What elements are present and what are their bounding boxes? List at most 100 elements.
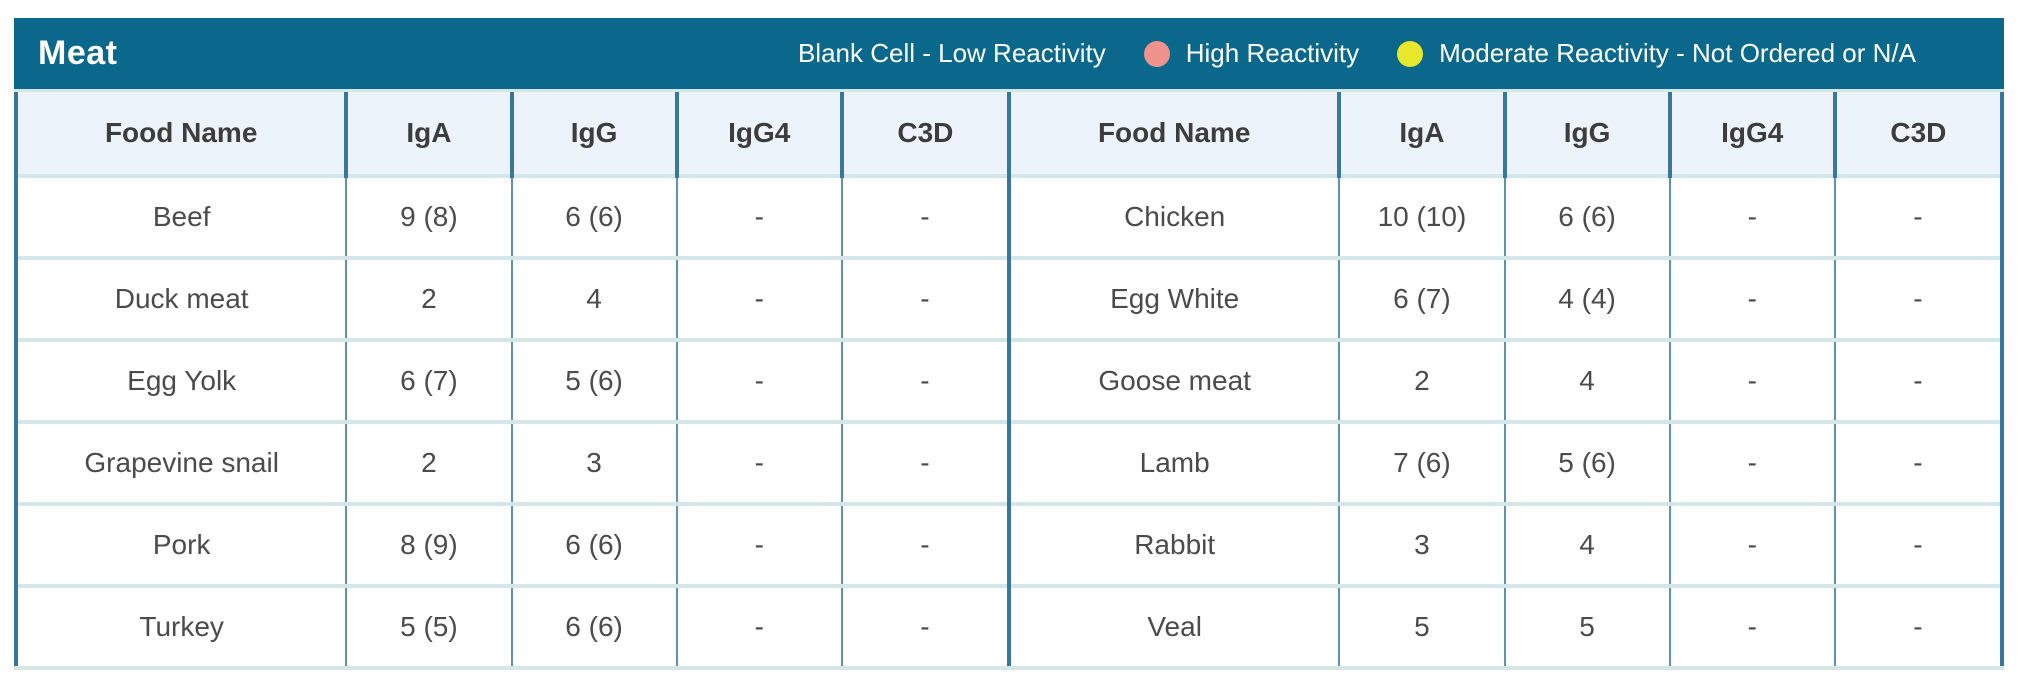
value-cell: 4 <box>1503 340 1670 422</box>
value-cell: 6 (6) <box>1503 176 1670 258</box>
value-cell: - <box>840 422 1007 504</box>
left-border-divider <box>14 92 18 666</box>
legend-moderate-label: Moderate Reactivity - Not Ordered or N/A <box>1439 38 1916 68</box>
food-name-cell: Goose meat <box>1011 340 1340 422</box>
table-row: Goose meat 2 4- - <box>1011 340 2000 422</box>
value-cell: - <box>1668 586 1835 666</box>
value-cell: - <box>1668 422 1835 504</box>
value-cell: 4 (4) <box>1503 258 1670 340</box>
table-row: Lamb 7 (6) 5 (6) - - <box>1011 422 2000 504</box>
value-cell: - <box>1833 586 2000 666</box>
food-name-cell: Lamb <box>1011 422 1340 504</box>
value-cell: - <box>1833 258 2000 340</box>
value-cell: 2 <box>345 258 512 340</box>
table-row: Pork 8 (9) 6 (6) - - <box>18 504 1007 586</box>
column-header-food-name: Food Name <box>18 92 347 176</box>
section-title: Meat <box>38 34 118 72</box>
table-row: Duck meat 2 4- - <box>18 258 1007 340</box>
food-name-cell: Egg White <box>1011 258 1340 340</box>
value-cell: - <box>1833 422 2000 504</box>
value-cell: 6 (6) <box>510 504 677 586</box>
reactivity-table: Food Name IgA IgG IgG4 C3D Chicken 10 (10) 6 (… <box>1011 92 2000 666</box>
value-cell: - <box>675 504 842 586</box>
column-header-iga: IgA <box>344 92 512 176</box>
value-cell: - <box>1833 340 2000 422</box>
value-cell: 7 (6) <box>1338 422 1505 504</box>
food-name-cell: Turkey <box>18 586 347 666</box>
food-name-cell: Egg Yolk <box>18 340 347 422</box>
value-cell: 3 <box>510 422 677 504</box>
value-cell: 6 (7) <box>1338 258 1505 340</box>
value-cell: 10 (10) <box>1338 176 1505 258</box>
value-cell: - <box>840 504 1007 586</box>
value-cell: - <box>675 176 842 258</box>
value-cell: 5 (6) <box>510 340 677 422</box>
value-cell: 6 (6) <box>510 586 677 666</box>
column-header-c3d: C3D <box>1832 92 2000 176</box>
value-cell: 2 <box>345 422 512 504</box>
meat-reactivity-panel: Meat Blank Cell - Low Reactivity High Re… <box>14 18 2004 670</box>
legend-item-high: High Reactivity <box>1143 38 1360 69</box>
value-cell: - <box>840 586 1007 666</box>
value-cell: - <box>1668 504 1835 586</box>
value-cell: 6 (6) <box>510 176 677 258</box>
center-divider <box>1007 92 1011 666</box>
high-reactivity-dot-icon <box>1143 40 1170 67</box>
value-cell: 6 (7) <box>345 340 512 422</box>
food-name-cell: Veal <box>1011 586 1340 666</box>
value-cell: - <box>1833 504 2000 586</box>
header-row: Food Name IgA IgG IgG4 C3D <box>18 92 1007 176</box>
column-header-iga: IgA <box>1337 92 1505 176</box>
table-row: Chicken 10 (10) 6 (6) - - <box>1011 176 2000 258</box>
column-header-c3d: C3D <box>839 92 1007 176</box>
value-cell: 4 <box>510 258 677 340</box>
table-row: Beef 9 (8) 6 (6) - - <box>18 176 1007 258</box>
legend-item-moderate: Moderate Reactivity - Not Ordered or N/A <box>1397 38 1916 69</box>
legend-low-label: Blank Cell - Low Reactivity <box>797 38 1106 68</box>
table-row: Egg Yolk 6 (7) 5 (6) - - <box>18 340 1007 422</box>
food-name-cell: Chicken <box>1011 176 1340 258</box>
value-cell: 9 (8) <box>345 176 512 258</box>
right-border-divider <box>2000 92 2004 666</box>
reactivity-legend: Blank Cell - Low Reactivity High Reactiv… <box>798 38 2004 69</box>
header-row: Food Name IgA IgG IgG4 C3D <box>1011 92 2000 176</box>
value-cell: - <box>1668 176 1835 258</box>
column-header-igg4: IgG4 <box>674 92 842 176</box>
section-title-bar: Meat Blank Cell - Low Reactivity High Re… <box>14 18 2004 89</box>
food-name-cell: Rabbit <box>1011 504 1340 586</box>
table-row: Grapevine snail 2 3- - <box>18 422 1007 504</box>
value-cell: 5 <box>1503 586 1670 666</box>
value-cell: - <box>840 176 1007 258</box>
value-cell: - <box>675 422 842 504</box>
column-header-igg: IgG <box>509 92 677 176</box>
food-name-cell: Grapevine snail <box>18 422 347 504</box>
value-cell: - <box>840 340 1007 422</box>
legend-high-label: High Reactivity <box>1185 38 1360 68</box>
value-cell: - <box>675 258 842 340</box>
table-row: Veal 5 5- - <box>1011 586 2000 666</box>
value-cell: - <box>675 586 842 666</box>
food-name-cell: Pork <box>18 504 347 586</box>
legend-item-low: Blank Cell - Low Reactivity <box>798 38 1106 69</box>
value-cell: 3 <box>1338 504 1505 586</box>
column-header-igg: IgG <box>1502 92 1670 176</box>
column-header-food-name: Food Name <box>1011 92 1340 176</box>
value-cell: 5 (6) <box>1503 422 1670 504</box>
table-row: Rabbit 3 4- - <box>1011 504 2000 586</box>
table-row: Egg White 6 (7) 4 (4) - - <box>1011 258 2000 340</box>
reactivity-tables: Food Name IgA IgG IgG4 C3D Beef 9 (8) 6 (6) - - D… <box>14 89 2004 670</box>
value-cell: 5 <box>1338 586 1505 666</box>
value-cell: - <box>675 340 842 422</box>
value-cell: - <box>1668 340 1835 422</box>
value-cell: 4 <box>1503 504 1670 586</box>
value-cell: 2 <box>1338 340 1505 422</box>
column-header-igg4: IgG4 <box>1667 92 1835 176</box>
food-name-cell: Duck meat <box>18 258 347 340</box>
value-cell: 8 (9) <box>345 504 512 586</box>
food-name-cell: Beef <box>18 176 347 258</box>
value-cell: - <box>1833 176 2000 258</box>
table-row: Turkey 5 (5) 6 (6) - - <box>18 586 1007 666</box>
value-cell: 5 (5) <box>345 586 512 666</box>
value-cell: - <box>1668 258 1835 340</box>
